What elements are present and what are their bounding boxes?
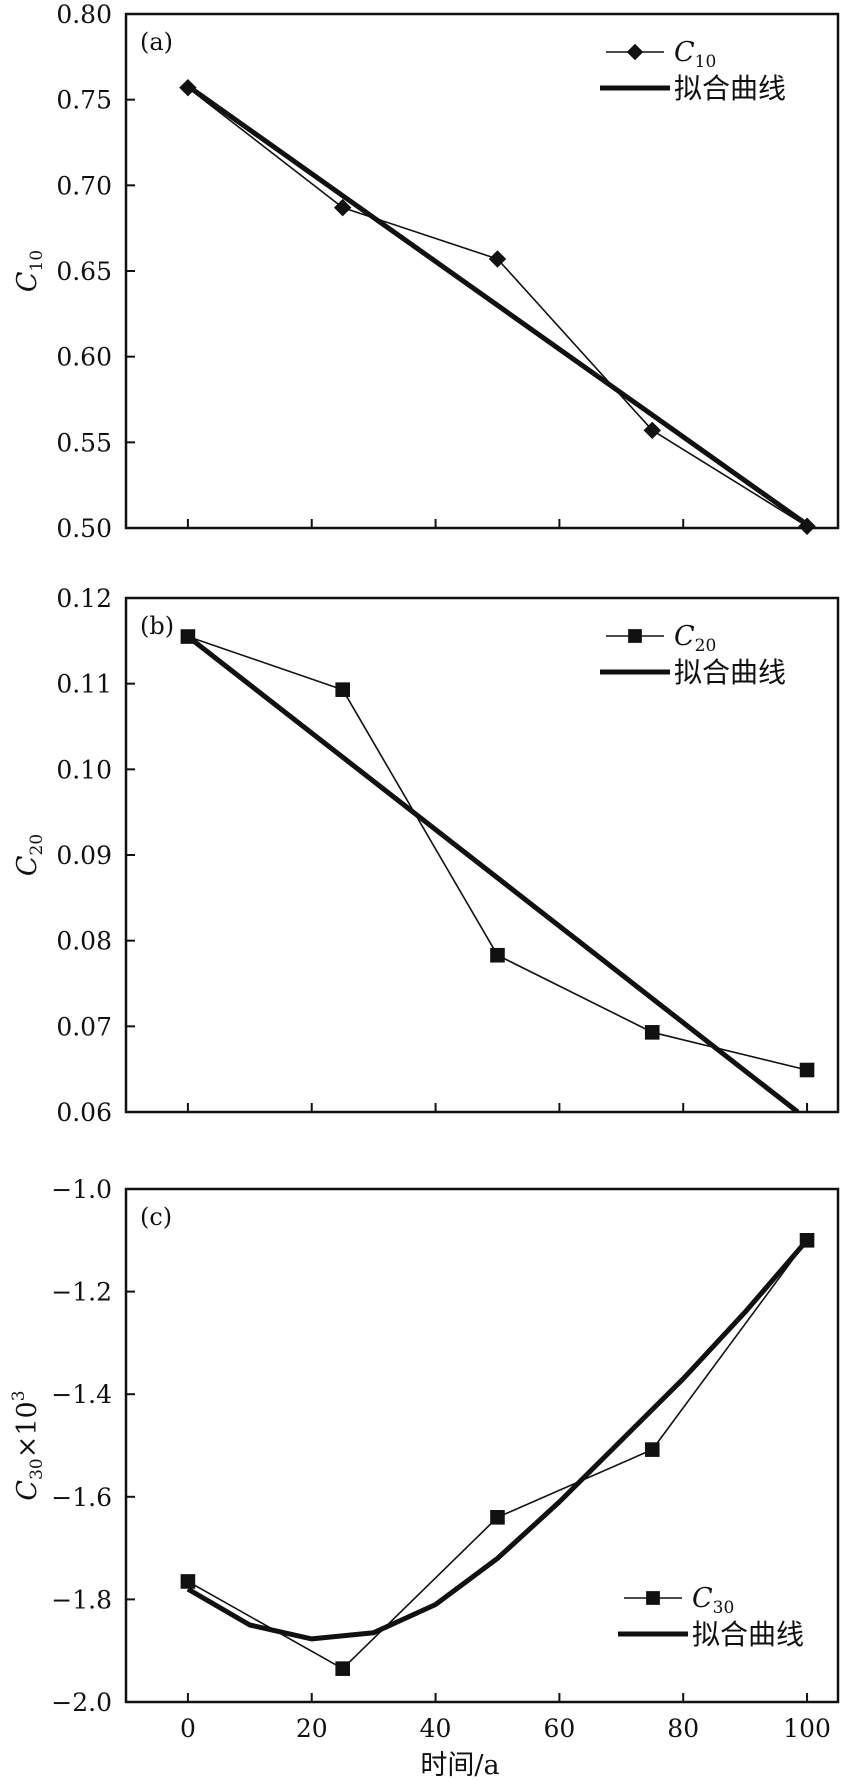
y-tick-label: 0.10 bbox=[56, 755, 112, 784]
y-tick-label: 0.75 bbox=[56, 86, 112, 115]
legend-entry-fit: 拟合曲线 bbox=[692, 1618, 804, 1651]
data-point-marker bbox=[799, 1062, 815, 1078]
fit-curve-line bbox=[186, 634, 800, 1112]
y-tick-label: 0.70 bbox=[56, 171, 112, 200]
y-tick-label: 0.80 bbox=[56, 0, 112, 29]
y-axis-title: C30×103 bbox=[9, 1390, 47, 1500]
panel-label: (a) bbox=[140, 28, 173, 56]
plot-frame bbox=[124, 1187, 840, 1704]
y-tick-label: −1.8 bbox=[51, 1585, 112, 1614]
chart-panel-a: 0.800.750.700.650.600.550.50(a)C10C10拟合曲… bbox=[12, 0, 840, 543]
x-tick-label: 0 bbox=[180, 1714, 196, 1743]
x-axis-title: 时间/a bbox=[420, 1750, 499, 1780]
panel-label: (c) bbox=[140, 1203, 172, 1231]
data-point-marker bbox=[644, 1025, 660, 1040]
y-tick-label: 0.65 bbox=[56, 257, 112, 286]
x-tick-label: 100 bbox=[783, 1714, 831, 1743]
x-tick-label: 40 bbox=[420, 1714, 452, 1743]
legend-entry-data: C20 bbox=[674, 621, 716, 656]
legend-entry-data: C30 bbox=[692, 1583, 734, 1618]
legend-marker bbox=[646, 1591, 660, 1605]
y-tick-label: 0.12 bbox=[56, 584, 112, 613]
y-tick-label: −2.0 bbox=[51, 1688, 112, 1717]
y-tick-label: 0.07 bbox=[56, 1012, 112, 1041]
y-tick-label: 0.50 bbox=[56, 514, 112, 543]
y-tick-label: 0.60 bbox=[56, 343, 112, 372]
y-tick-label: 0.06 bbox=[56, 1098, 112, 1127]
fit-curve-line bbox=[186, 1238, 809, 1642]
data-point-marker bbox=[335, 682, 350, 697]
y-tick-label: 0.55 bbox=[56, 428, 112, 457]
y-tick-label: −1.2 bbox=[51, 1278, 112, 1307]
y-tick-label: −1.4 bbox=[51, 1380, 112, 1409]
data-point-marker bbox=[488, 250, 507, 268]
data-point-marker bbox=[643, 421, 661, 440]
legend-marker bbox=[626, 43, 644, 61]
legend-entry-fit: 拟合曲线 bbox=[674, 656, 786, 689]
y-tick-label: −1.6 bbox=[51, 1483, 112, 1512]
chart-panel-b: 0.120.110.100.090.080.070.06(b)C20C20拟合曲… bbox=[12, 584, 840, 1127]
y-tick-label: 0.08 bbox=[56, 927, 112, 956]
x-tick-label: 20 bbox=[296, 1714, 328, 1743]
data-series-line bbox=[187, 635, 808, 1071]
legend-entry-data: C10 bbox=[674, 37, 716, 72]
y-tick-label: 0.11 bbox=[56, 670, 112, 699]
x-tick-label: 60 bbox=[543, 1714, 575, 1743]
panel-label: (b) bbox=[140, 612, 174, 640]
y-axis-title: C10 bbox=[12, 250, 47, 292]
data-point-marker bbox=[490, 947, 505, 963]
fit-curve-line bbox=[186, 83, 809, 527]
data-point-marker bbox=[335, 1661, 350, 1676]
legend-entry-fit: 拟合曲线 bbox=[674, 72, 786, 105]
data-point-marker bbox=[490, 1510, 505, 1525]
y-tick-label: 0.09 bbox=[56, 841, 112, 870]
data-point-marker bbox=[333, 198, 352, 217]
y-tick-label: −1.0 bbox=[51, 1175, 112, 1204]
data-point-marker bbox=[180, 1574, 196, 1589]
legend-marker bbox=[628, 629, 642, 643]
x-tick-label: 80 bbox=[667, 1714, 699, 1743]
chart-panel-c: −1.0 −1.2 −1.4 −1.6 −1.8 −2.0 0 20 40 60 80 100 (c) C… bbox=[9, 1175, 840, 1780]
y-axis-title: C20 bbox=[12, 834, 47, 876]
data-point-marker bbox=[644, 1442, 660, 1457]
